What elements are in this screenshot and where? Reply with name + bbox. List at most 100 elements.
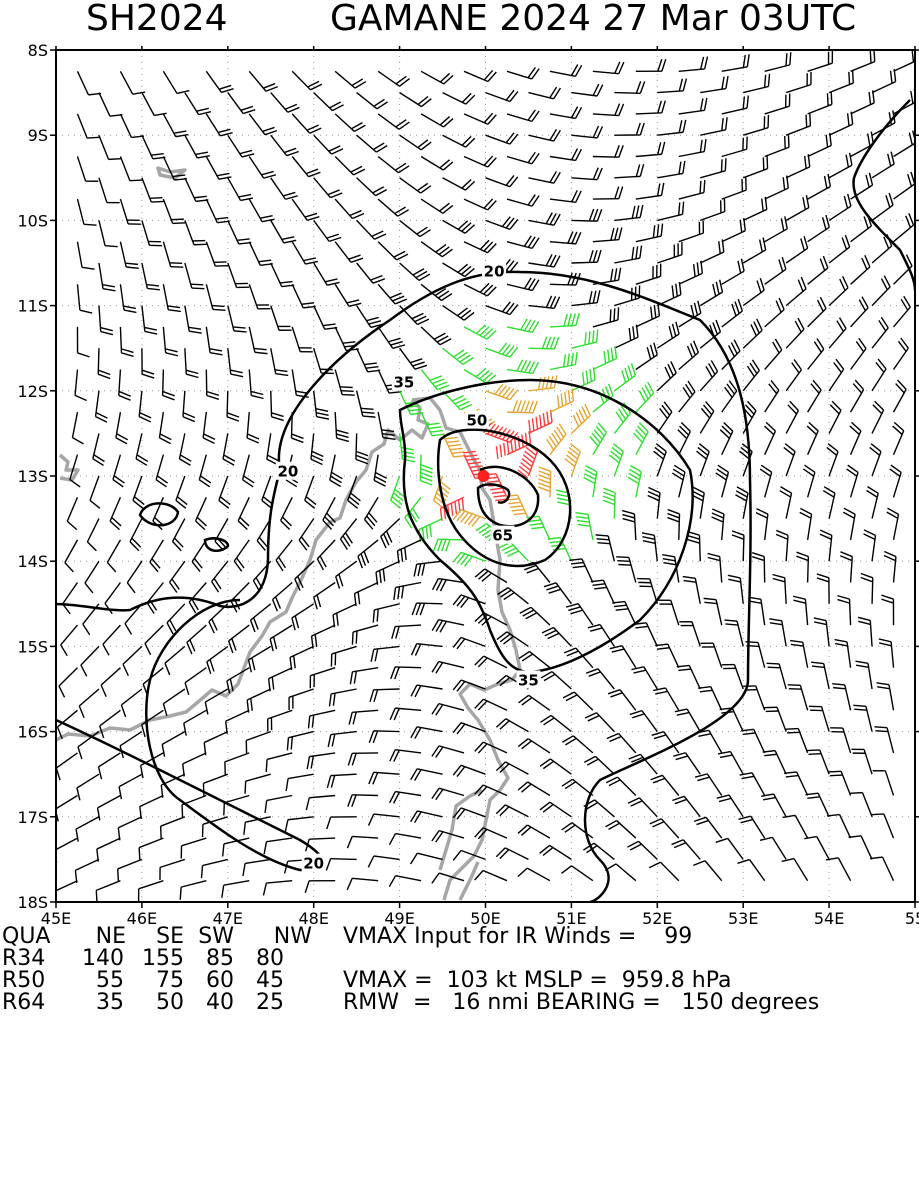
wind-barb — [496, 719, 528, 732]
wind-barb — [139, 881, 164, 902]
wind-barb — [765, 298, 784, 327]
wind-barb — [840, 552, 852, 583]
wind-barb — [507, 400, 537, 412]
wind-barb — [305, 881, 335, 893]
wind-barb — [561, 866, 592, 881]
wind-barb — [96, 391, 108, 422]
wind-barb — [348, 795, 378, 807]
wind-barb — [872, 317, 888, 348]
wind-barb — [201, 859, 227, 878]
wind-barb — [206, 71, 233, 92]
wind-barb — [562, 823, 593, 838]
wind-barb — [851, 297, 869, 327]
wind-barb — [610, 646, 636, 668]
wind-barb — [263, 881, 292, 896]
wind-barb — [894, 380, 907, 412]
wind-barb — [571, 250, 601, 263]
wind-barb — [270, 625, 292, 651]
wind-barb — [271, 306, 292, 331]
wind-barb — [340, 519, 356, 550]
wind-barb — [612, 602, 636, 626]
wind-barb — [79, 689, 99, 718]
wind-barb — [851, 255, 870, 284]
wind-barb — [894, 89, 917, 114]
wind-barb — [743, 74, 769, 93]
wind-barb — [636, 264, 661, 285]
wind-barb — [486, 90, 518, 101]
wind-barb — [130, 519, 142, 551]
wind-barb — [486, 217, 518, 230]
wind-barb — [292, 199, 319, 220]
wind-barb — [657, 282, 681, 306]
wind-barb — [614, 81, 644, 93]
wind-barb — [636, 183, 664, 199]
wind-barb — [614, 325, 638, 349]
wind-barb — [464, 156, 496, 167]
wind-barb — [100, 710, 121, 738]
wind-barb — [756, 509, 768, 540]
wind-barb — [443, 220, 475, 233]
wind-barb — [693, 861, 721, 881]
wind-barb — [120, 284, 136, 312]
wind-barb — [65, 540, 78, 572]
wind-barb — [347, 878, 378, 890]
wind-barb — [760, 465, 772, 497]
wind-barb — [593, 307, 619, 327]
wind-barb — [657, 361, 676, 390]
wind-barb — [808, 256, 828, 284]
wind-barb — [651, 775, 679, 795]
wind-barb — [306, 796, 335, 811]
wind-barb — [830, 728, 850, 753]
wind-barb — [793, 596, 808, 625]
wind-barb — [850, 793, 872, 817]
wind-barb — [893, 422, 904, 454]
contour-label: 35 — [393, 373, 414, 391]
wind-barb — [814, 618, 829, 646]
wind-barb — [769, 619, 786, 647]
wind-barb — [634, 623, 658, 647]
wind-barb — [879, 639, 894, 668]
wind-barb — [333, 604, 357, 628]
wind-barb — [271, 263, 295, 287]
wind-barb — [784, 772, 808, 796]
wind-barb — [653, 688, 679, 710]
wind-barb — [392, 625, 421, 639]
wind-barb — [520, 607, 550, 625]
wind-barb — [790, 641, 807, 668]
wind-barb — [540, 802, 572, 817]
wind-barb — [634, 423, 648, 455]
wind-barb — [497, 588, 528, 604]
wind-barb — [378, 71, 409, 86]
wind-barb — [249, 327, 267, 354]
wind-barb — [142, 348, 154, 378]
lat-label: 16S — [17, 723, 48, 742]
wind-barb — [215, 519, 228, 551]
wind-barb — [541, 672, 571, 689]
wind-barb — [163, 71, 189, 93]
wind-barb — [185, 178, 209, 202]
wind-barb — [400, 178, 431, 193]
wind-barb — [528, 254, 559, 266]
wind-barb — [636, 303, 660, 327]
wind-barb — [679, 261, 703, 285]
wind-barb — [858, 617, 872, 646]
wind-barb — [590, 423, 606, 455]
rmw-bearing: RMW = 16 nmi BEARING = 150 degrees — [343, 990, 819, 1015]
wind-barb — [370, 689, 400, 702]
wind-barb — [637, 579, 657, 604]
wind-barb — [829, 70, 853, 92]
wind-barb — [464, 325, 496, 339]
wind-barb — [206, 114, 232, 136]
wind-barb — [894, 131, 916, 157]
wind-barb — [228, 93, 255, 114]
wind-barb — [593, 145, 623, 157]
wind-barb — [335, 157, 365, 175]
r34-row: R34 140 155 85 80 — [0, 946, 28, 970]
wind-barb — [120, 114, 144, 138]
wind-barb — [249, 157, 276, 179]
wind-barb — [314, 263, 340, 285]
wind-barb — [538, 467, 550, 497]
wind-barb — [655, 644, 679, 668]
wind-barb — [657, 202, 683, 221]
